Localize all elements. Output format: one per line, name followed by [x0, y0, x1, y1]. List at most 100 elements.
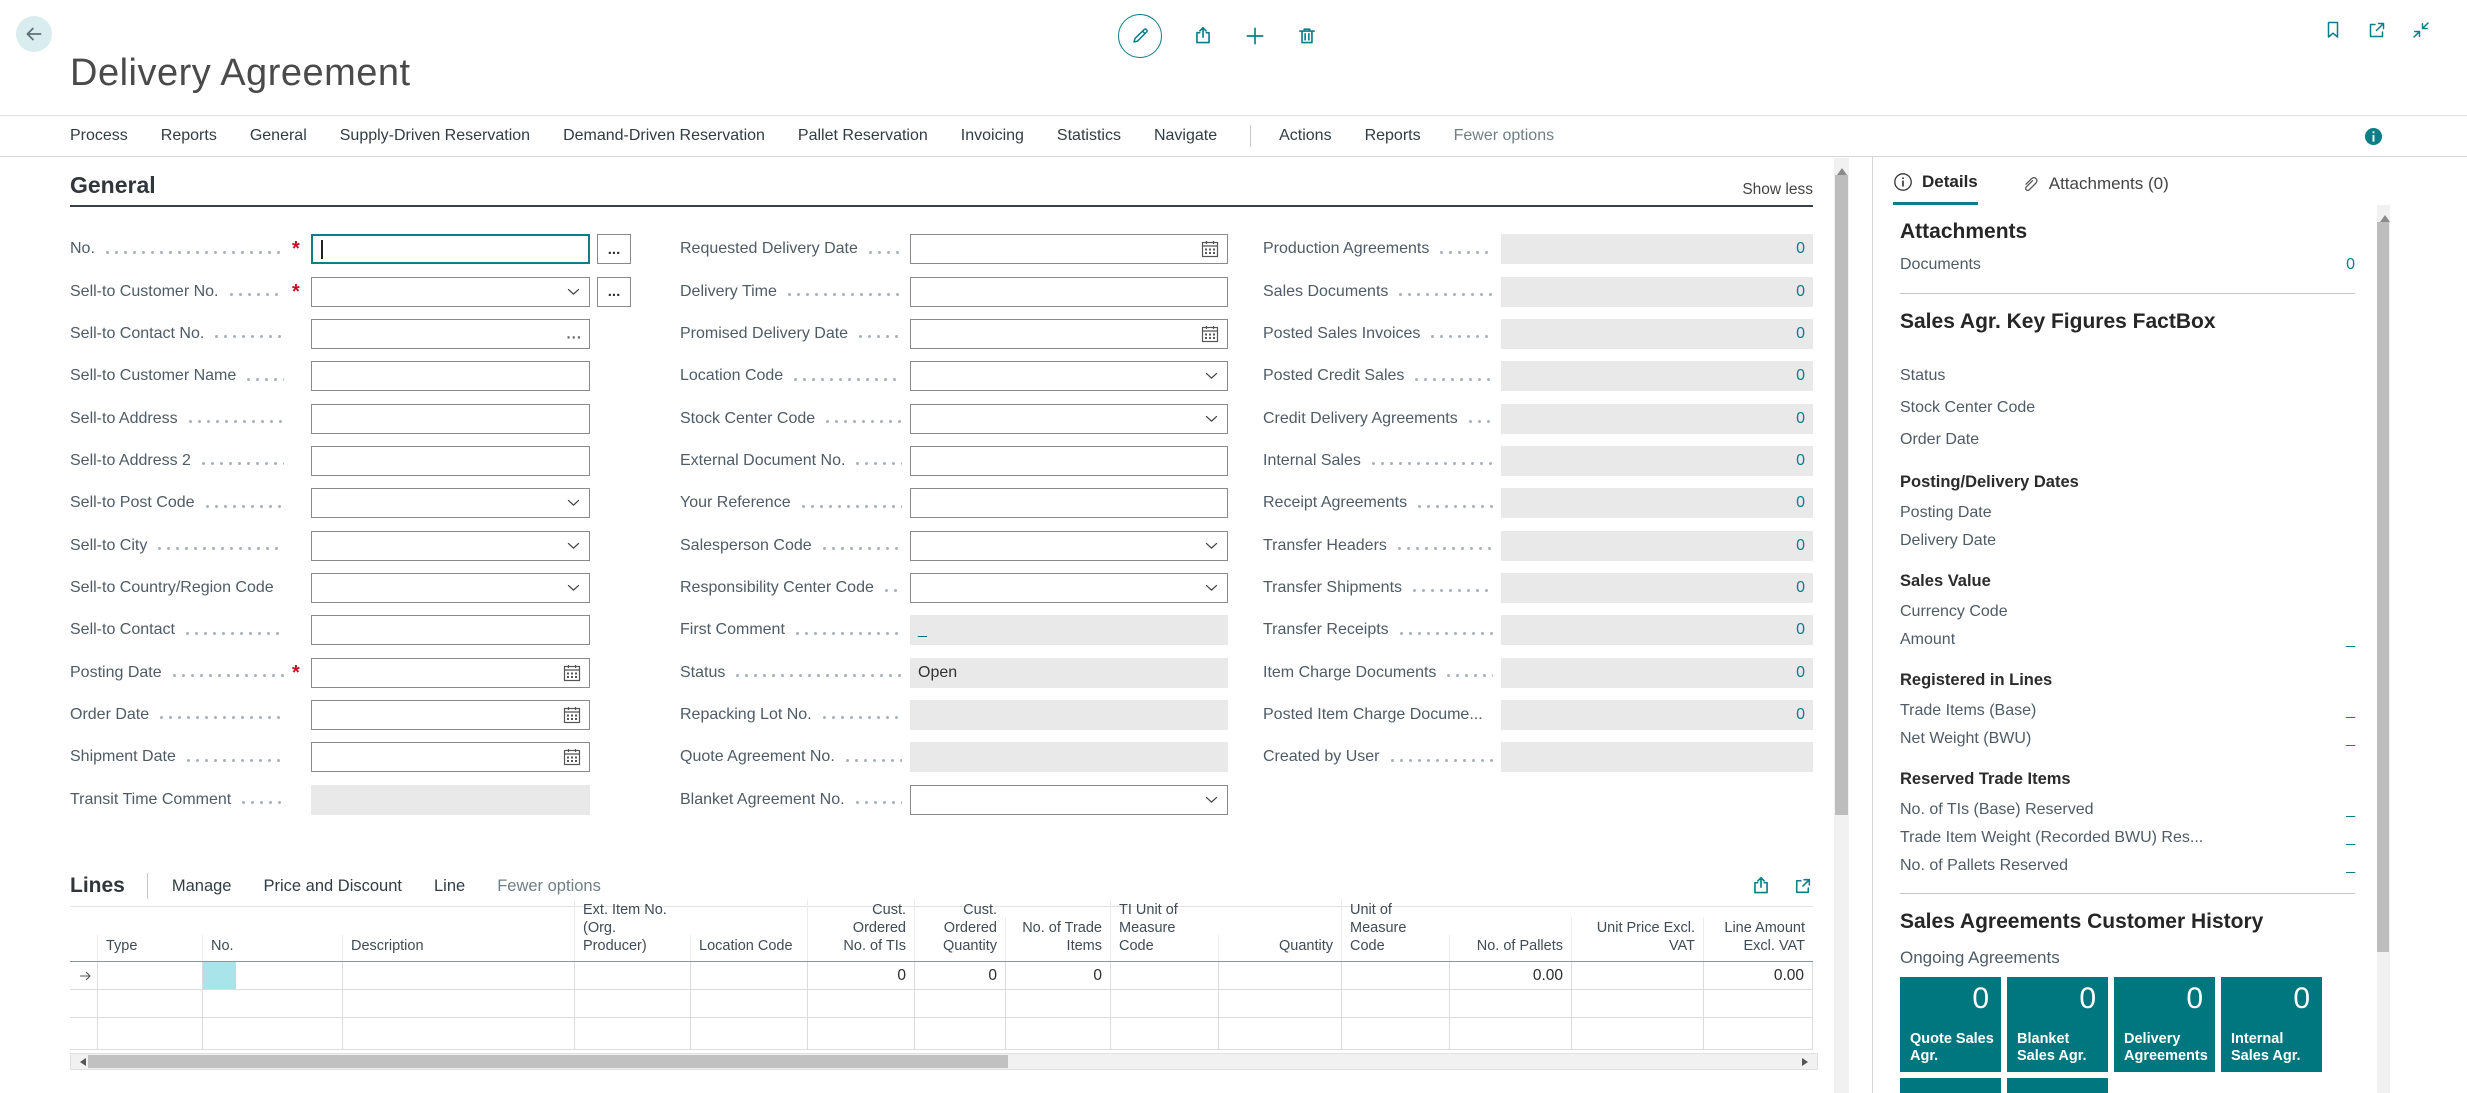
ribbon-item-process[interactable]: Process	[70, 127, 128, 144]
table-row[interactable]	[70, 990, 1813, 1018]
cell[interactable]	[574, 962, 690, 990]
factbox-vertical-scrollbar[interactable]	[2377, 205, 2390, 1093]
column-header-location-code[interactable]: Location Code	[690, 934, 807, 961]
ribbon-item-navigate[interactable]: Navigate	[1153, 127, 1218, 144]
cell[interactable]	[574, 990, 690, 1018]
lines-menu-manage[interactable]: Manage	[171, 876, 232, 895]
cell[interactable]	[1341, 962, 1449, 990]
cell[interactable]	[1005, 990, 1110, 1018]
scrollbar-thumb[interactable]	[1835, 175, 1848, 815]
field-input-date[interactable]	[311, 699, 590, 730]
cell[interactable]	[914, 990, 1005, 1018]
cell[interactable]	[574, 1018, 690, 1050]
cell[interactable]: 0	[1005, 962, 1110, 990]
cell[interactable]	[690, 1018, 807, 1050]
field-input-date[interactable]	[910, 234, 1228, 265]
cell[interactable]	[342, 1018, 574, 1050]
table-row[interactable]	[70, 1018, 1813, 1050]
cell[interactable]	[690, 990, 807, 1018]
cell[interactable]	[97, 990, 202, 1018]
lines-menu-line[interactable]: Line	[434, 876, 466, 895]
cell[interactable]	[1341, 990, 1449, 1018]
field-input-date[interactable]	[311, 657, 590, 688]
cell[interactable]	[1110, 1018, 1218, 1050]
expand-table-icon[interactable]	[1792, 875, 1813, 897]
ribbon-item-actions[interactable]: Actions	[1279, 127, 1332, 144]
factbox-field-value[interactable]: _	[2346, 631, 2355, 648]
scrollbar-thumb[interactable]	[2377, 222, 2389, 952]
factbox-field-value[interactable]: _	[2346, 702, 2355, 719]
cell[interactable]	[690, 962, 807, 990]
cell[interactable]: 0	[914, 962, 1005, 990]
factbox-field-value[interactable]: _	[2346, 730, 2355, 747]
field-input-lookup[interactable]	[311, 530, 590, 561]
factbox-field-value[interactable]: _	[2346, 857, 2355, 874]
horizontal-scrollbar[interactable]	[70, 1053, 1818, 1070]
factbox-tab-attachments-0-[interactable]: Attachments (0)	[2020, 174, 2169, 204]
ribbon-item-statistics[interactable]: Statistics	[1056, 127, 1121, 144]
cell[interactable]: 0	[807, 962, 914, 990]
cell[interactable]	[1341, 1018, 1449, 1050]
column-header-no-of-trade-items[interactable]: No. of Trade Items	[1005, 916, 1110, 961]
calendar-icon[interactable]	[1200, 324, 1220, 344]
cell[interactable]	[1218, 990, 1341, 1018]
scroll-left-arrow[interactable]	[76, 1058, 86, 1066]
chevron-down-icon[interactable]	[1203, 791, 1220, 808]
chevron-down-icon[interactable]	[565, 495, 582, 512]
cell[interactable]: 0.00	[1703, 962, 1813, 990]
calendar-icon[interactable]	[562, 747, 582, 767]
factbox-field-value[interactable]: _	[2346, 829, 2355, 846]
calendar-icon[interactable]	[1200, 239, 1220, 259]
scroll-up-arrow[interactable]	[1837, 163, 1847, 175]
cell[interactable]	[70, 990, 97, 1018]
field-input-text[interactable]	[311, 361, 590, 392]
column-header-line-amount-excl-vat[interactable]: Line Amount Excl. VAT	[1703, 916, 1813, 961]
column-header-cust-ordered-no-of-tis[interactable]: Cust. Ordered No. of TIs	[807, 898, 914, 961]
chevron-down-icon[interactable]	[565, 579, 582, 596]
field-input-lookup[interactable]	[311, 572, 590, 603]
cell[interactable]: 0.00	[1449, 962, 1571, 990]
scroll-up-arrow[interactable]	[2380, 210, 2390, 222]
cell[interactable]	[1218, 1018, 1341, 1050]
add-icon[interactable]	[1244, 25, 1266, 47]
cell[interactable]	[1110, 990, 1218, 1018]
column-header-type[interactable]: Type	[97, 934, 202, 961]
tile-partial[interactable]	[2007, 1078, 2108, 1093]
field-input-text[interactable]	[311, 445, 590, 476]
field-input-lookup[interactable]	[311, 276, 590, 307]
column-header-quantity[interactable]: Quantity	[1218, 934, 1341, 961]
field-input-lookup[interactable]	[910, 572, 1228, 603]
back-button[interactable]	[16, 16, 52, 52]
tile-quote-sales-agr-[interactable]: 0 Quote Sales Agr.	[1900, 977, 2001, 1072]
cell[interactable]	[342, 990, 574, 1018]
column-header-unit-of-measure-code[interactable]: Unit of Measure Code	[1341, 898, 1449, 961]
field-input-date[interactable]	[910, 318, 1228, 349]
field-input-lookup[interactable]	[910, 403, 1228, 434]
factbox-tab-details[interactable]: Details	[1893, 172, 1978, 205]
factbox-field-value[interactable]: 0	[2346, 256, 2355, 273]
cell[interactable]	[1005, 1018, 1110, 1050]
cell[interactable]	[70, 1018, 97, 1050]
collapse-icon[interactable]	[2411, 20, 2431, 40]
ribbon-item-demand-driven-reservation[interactable]: Demand-Driven Reservation	[563, 127, 765, 144]
column-header-cust-ordered-quantity[interactable]: Cust. Ordered Quantity	[914, 898, 1005, 961]
share-icon[interactable]	[1750, 875, 1772, 897]
assist-edit-button[interactable]: ...	[597, 276, 631, 307]
field-input-text[interactable]	[311, 615, 590, 646]
cell[interactable]	[202, 1018, 342, 1050]
chevron-down-icon[interactable]	[1203, 579, 1220, 596]
field-input-date[interactable]	[311, 742, 590, 773]
scroll-right-arrow[interactable]	[1802, 1058, 1812, 1066]
cell[interactable]	[202, 962, 342, 990]
tile-delivery-agreements[interactable]: 0 Delivery Agreements	[2114, 977, 2215, 1072]
field-input-lookup[interactable]	[910, 530, 1228, 561]
cell[interactable]	[1571, 1018, 1703, 1050]
column-header-unit-price-excl-vat[interactable]: Unit Price Excl. VAT	[1571, 916, 1703, 961]
cell[interactable]	[1571, 990, 1703, 1018]
ribbon-item-reports[interactable]: Reports	[1364, 127, 1421, 144]
ribbon-item-general[interactable]: General	[249, 127, 307, 144]
field-input-ellipsis[interactable]: ...	[311, 318, 590, 349]
field-input-text[interactable]	[910, 276, 1228, 307]
factbox-field-value[interactable]: _	[2346, 801, 2355, 818]
tile-internal-sales-agr-[interactable]: 0 Internal Sales Agr.	[2221, 977, 2322, 1072]
